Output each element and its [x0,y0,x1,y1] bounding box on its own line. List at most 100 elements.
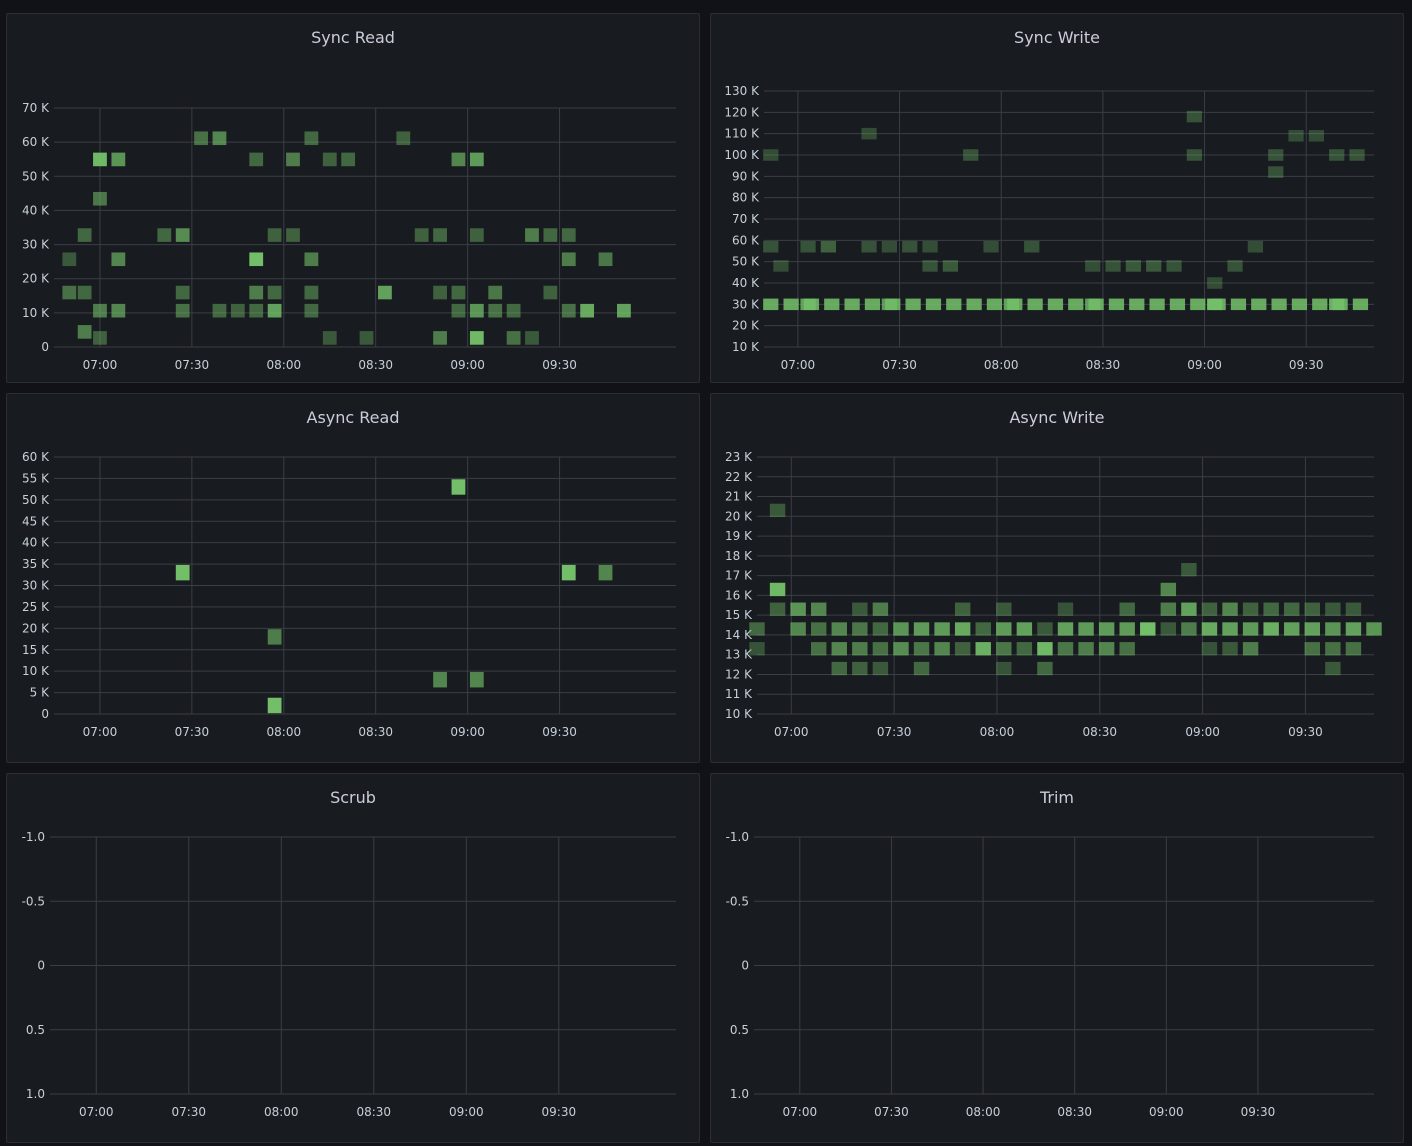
heatmap-bucket [359,331,374,345]
x-tick-label: 07:00 [774,725,809,739]
heatmap-bucket [1181,602,1197,616]
heatmap-bucket [543,285,558,300]
heatmap-bucket [1160,622,1177,636]
heatmap-bucket [1149,298,1165,311]
heatmap-bucket [525,331,539,345]
heatmap-bucket [249,285,264,300]
x-tick-label: 07:30 [882,358,917,372]
heatmap-bucket [1085,260,1101,272]
heatmap-bucket [1078,622,1094,636]
heatmap-bucket [1047,298,1064,311]
y-tick-label: 19 K [725,529,753,543]
heatmap-bucket [304,285,319,300]
heatmap-bucket [905,298,921,311]
panel-trim[interactable]: Trim 1.0 0.5 0 -0.5 -1.0 07:00 07:30 08:00 08:30… [710,773,1404,1143]
heatmap-bucket [322,331,337,345]
heatmap-bucket [1181,622,1197,636]
heatmap-bucket [561,303,576,318]
x-tick-label: 07:00 [83,358,118,372]
heatmap-bucket [1325,622,1341,636]
y-tick-label: 100 K [724,148,760,162]
heatmap-bucket [1068,298,1084,311]
panel-title: Sync Write [1014,28,1100,47]
heatmap-bucket [934,642,950,656]
heatmap-bucket [396,131,411,146]
heatmap-bucket [1230,298,1247,311]
heatmap-bucket [451,152,466,167]
heatmap-bucket [1027,298,1043,311]
heatmap-bucket [1268,149,1284,161]
panel-async-read[interactable]: Async Read 0 5 K 10 K 15 K 20 K 25 K 30 K 35 K 4… [6,393,700,763]
heatmap-bucket [1057,602,1074,616]
y-tick-label: 90 K [732,169,760,183]
x-tick-label: 08:00 [264,1105,299,1119]
heatmap-bucket [783,298,799,311]
y-tick-label: 50 K [732,255,760,269]
heatmap-bucket [922,240,938,253]
heatmap-bucket [93,331,107,345]
heatmap-bucket [1016,642,1033,656]
heatmap-bucket [946,298,962,311]
heatmap-bucket [1037,661,1053,676]
y-tick-label: 10 K [22,306,50,320]
y-tick-label: 130 K [724,84,760,98]
heatmap-bucket [175,303,190,318]
heatmap-bucket [488,285,503,300]
heatmap-bucket [1308,130,1325,142]
heatmap-bucket [194,131,208,146]
heatmap-bucket [966,298,982,311]
panel-scrub[interactable]: Scrub 1.0 0.5 0 -0.5 -1.0 07:00 07:30 08:00 08:3… [6,773,700,1143]
heatmap-bucket [598,252,613,267]
heatmap-bucket [267,228,282,242]
heatmap-bucket [975,622,991,636]
y-tick-label: 5 K [30,686,50,700]
heatmap-bucket [1160,582,1177,597]
heatmap-bucket [249,303,264,318]
heatmap-bucket [561,564,576,581]
heatmap-bucket [93,303,107,318]
heatmap-bucket [820,240,837,253]
heatmap-bucket [1181,563,1197,577]
y-tick-label: 70 K [22,101,50,115]
heatmap-bucket [267,285,282,300]
heatmap-bucket [983,240,999,253]
y-tick-label: -0.5 [22,894,45,908]
heatmap-bucket [881,298,898,311]
heatmap-bucket [175,228,190,242]
heatmap-bucket [111,252,126,267]
heatmap-bucket [763,149,779,161]
panel-sync-write[interactable]: Sync Write 10 K 20 K 30 K 40 K 50 K 60 K 70 K 8… [710,13,1404,383]
heatmap-bucket [433,228,447,242]
heatmap-bucket [790,602,806,616]
y-tick-label: 0 [41,707,49,721]
heatmap-bucket [773,260,789,272]
panel-title: Async Read [306,408,400,427]
y-tick-label: 110 K [724,127,760,141]
panel-async-write[interactable]: Async Write 10 K 11 K 12 K 13 K 14 K 15 K 16 K… [710,393,1404,763]
heatmap-bucket [488,303,503,318]
heatmap-bucket [304,303,319,318]
heatmap-bucket [561,252,576,267]
heatmap-bucket [954,642,971,656]
heatmap-bucket [913,622,930,636]
heatmap-bucket [598,564,613,581]
x-tick-label: 08:30 [1086,358,1121,372]
panel-title: Sync Read [311,28,395,47]
y-tick-label: 15 K [22,643,50,657]
heatmap-bucket [1366,622,1382,636]
heatmap-bucket [872,602,889,616]
heatmap-bucket [157,228,172,242]
heatmap-bucket [93,152,107,167]
heatmap-bucket [861,240,877,253]
x-tick-label: 08:00 [984,358,1019,372]
x-tick-label: 08:30 [358,358,393,372]
heatmap-bucket [1345,602,1362,616]
x-tick-label: 09:00 [1149,1105,1184,1119]
y-tick-label: 20 K [725,509,753,523]
heatmap-bucket [561,228,576,242]
y-tick-label: 12 K [725,667,753,681]
y-tick-label: 14 K [725,628,753,642]
y-tick-label: -1.0 [22,830,45,844]
y-tick-label: 45 K [22,514,50,528]
